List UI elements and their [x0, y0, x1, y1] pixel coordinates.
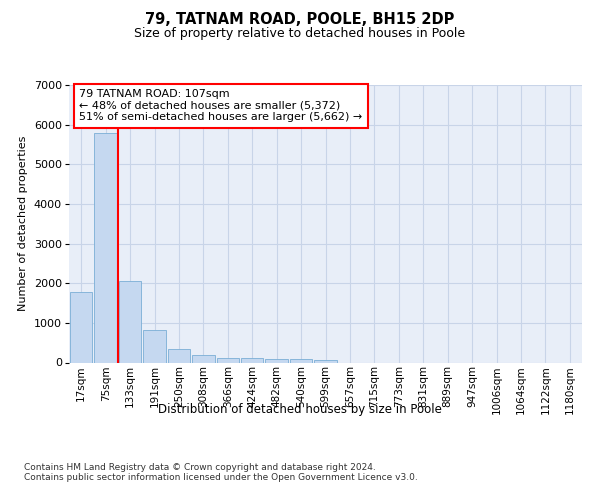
Bar: [143, 330, 166, 362]
Bar: [167, 349, 190, 362]
Bar: [192, 354, 215, 362]
Text: Size of property relative to detached houses in Poole: Size of property relative to detached ho…: [134, 28, 466, 40]
Text: 79 TATNAM ROAD: 107sqm
← 48% of detached houses are smaller (5,372)
51% of semi-: 79 TATNAM ROAD: 107sqm ← 48% of detached…: [79, 89, 362, 122]
Text: 79, TATNAM ROAD, POOLE, BH15 2DP: 79, TATNAM ROAD, POOLE, BH15 2DP: [145, 12, 455, 28]
Bar: [241, 358, 263, 362]
Bar: [94, 134, 117, 362]
Text: Contains HM Land Registry data © Crown copyright and database right 2024.
Contai: Contains HM Land Registry data © Crown c…: [24, 462, 418, 482]
Bar: [119, 281, 142, 362]
Bar: [265, 358, 288, 362]
Y-axis label: Number of detached properties: Number of detached properties: [19, 136, 28, 312]
Bar: [314, 360, 337, 362]
Text: Distribution of detached houses by size in Poole: Distribution of detached houses by size …: [158, 402, 442, 415]
Bar: [70, 292, 92, 362]
Bar: [217, 358, 239, 362]
Bar: [290, 358, 313, 362]
